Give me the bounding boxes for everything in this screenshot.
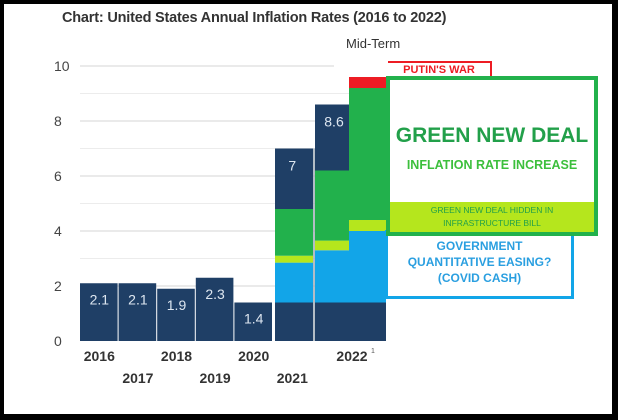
segment-qe-2021 (275, 262, 313, 303)
infrastructure-band: GREEN NEW DEAL HIDDEN IN INFRASTRUCTURE … (390, 202, 594, 232)
gnd-title: GREEN NEW DEAL (395, 124, 589, 147)
qe-annotation-text: GOVERNMENT QUANTITATIVE EASING? (COVID C… (388, 238, 571, 286)
segment-gnd-mid-term (349, 88, 386, 220)
segment-infrastructure-2022 (315, 240, 349, 251)
bar-2018 (157, 288, 195, 341)
segment-base-2021 (275, 148, 313, 209)
value-label: 2.1 (128, 291, 148, 307)
segment-qe-2022 (315, 250, 349, 303)
infrastructure-line-2: INFRASTRUCTURE BILL (443, 218, 541, 228)
bar-2020 (234, 302, 272, 341)
value-label: 7 (288, 158, 296, 174)
chart-title: Chart: United States Annual Inflation Ra… (62, 10, 447, 26)
x-tick-label: 2017 (122, 370, 153, 386)
x-tick-label: 2018 (161, 348, 192, 364)
qe-annotation-box: GOVERNMENT QUANTITATIVE EASING? (COVID C… (385, 230, 574, 299)
bar-2019 (195, 277, 234, 341)
value-label: 1.4 (244, 311, 264, 327)
qe-line-2: QUANTITATIVE EASING? (407, 255, 552, 269)
segment-base-2021 (275, 302, 313, 341)
x-tick-label: 2022 (336, 348, 367, 364)
segment-infrastructure-mid-term (349, 220, 386, 231)
midterm-label: Mid-Term (346, 36, 401, 51)
segment-base-2022 (315, 104, 349, 171)
qe-line-3: (COVID CASH) (437, 271, 522, 285)
segment-infrastructure-2021 (275, 255, 313, 263)
segment-gnd-2022 (315, 170, 349, 241)
x-tick-label: 2016 (84, 348, 115, 364)
segment-qe-mid-term (349, 231, 386, 303)
y-tick-label: 0 (54, 333, 62, 349)
segment-war-mid-term (349, 77, 386, 88)
segment-gnd-2021 (275, 209, 313, 256)
x-tick-label: 2019 (200, 370, 231, 386)
y-tick-label: 6 (54, 168, 62, 184)
value-label: 8.6 (324, 114, 344, 130)
bar-2016 (80, 283, 118, 341)
bar-2017 (118, 283, 157, 341)
x-tick-label: 2020 (238, 348, 269, 364)
x-superscript: 1 (371, 348, 375, 355)
value-label: 1.9 (167, 297, 187, 313)
y-tick-label: 8 (54, 113, 62, 129)
y-tick-label: 2 (54, 278, 62, 294)
infrastructure-line-1: GREEN NEW DEAL HIDDEN IN (430, 205, 554, 215)
segment-base-mid-term (349, 302, 386, 341)
y-tick-label: 10 (54, 58, 70, 74)
value-label: 2.1 (90, 291, 110, 307)
gnd-annotation-box: GREEN NEW DEAL INFLATION RATE INCREASE G… (386, 76, 598, 236)
segment-base-2022 (315, 302, 349, 341)
value-label: 2.3 (205, 286, 225, 302)
y-tick-label: 4 (54, 223, 62, 239)
qe-line-1: GOVERNMENT (436, 239, 523, 253)
x-tick-label: 2021 (277, 370, 308, 386)
gnd-subtitle: INFLATION RATE INCREASE (406, 158, 578, 172)
